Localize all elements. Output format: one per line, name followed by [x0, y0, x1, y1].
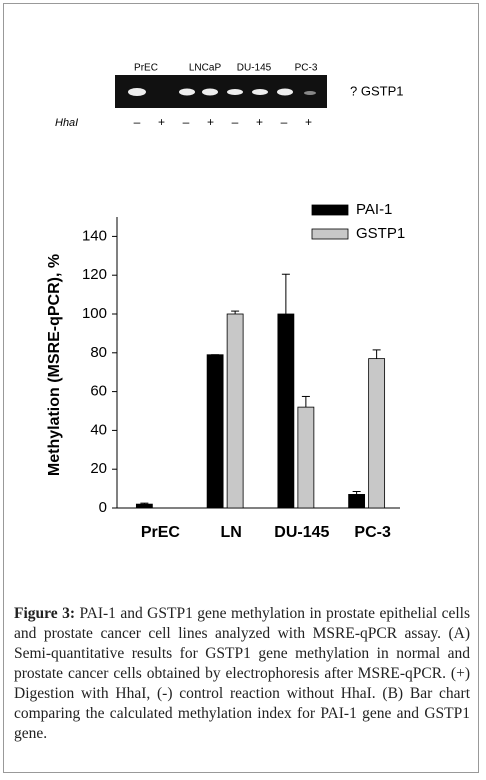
x-tick-label: LN: [220, 524, 241, 541]
bar: [368, 358, 386, 509]
digestion-sign: –: [232, 115, 239, 129]
digestion-sign: +: [305, 115, 312, 129]
digestion-sign: –: [183, 115, 190, 129]
y-tick-label: 40: [90, 421, 107, 438]
lane-label: DU-145: [237, 63, 272, 74]
digestion-sign: +: [158, 115, 165, 129]
bar: [135, 503, 153, 509]
y-tick-label: 60: [90, 383, 107, 400]
y-tick-label: 20: [90, 460, 107, 477]
x-tick-label: DU-145: [274, 524, 329, 541]
y-tick-label: 80: [90, 344, 107, 361]
y-tick-label: 120: [82, 266, 107, 283]
y-tick-label: 140: [82, 227, 107, 244]
gel-bands: [128, 88, 316, 96]
gene-label: ? GSTP1: [350, 83, 403, 98]
lane-label: LNCaP: [189, 63, 222, 74]
x-tick-label: PC-3: [354, 524, 391, 541]
x-tick-label: PrEC: [141, 524, 181, 541]
digestion-sign: +: [207, 115, 214, 129]
digestion-sign: –: [134, 115, 141, 129]
lane-label: PrEC: [134, 63, 158, 74]
digestion-sign: +: [256, 115, 263, 129]
caption-label: Figure 3:: [14, 605, 75, 622]
bar: [277, 313, 295, 509]
y-tick-label: 100: [82, 305, 107, 322]
legend-swatch: [311, 204, 349, 216]
caption: Figure 3: PAI-1 and GSTP1 gene methylati…: [14, 604, 470, 744]
y-tick-label: 0: [99, 499, 107, 516]
bar: [348, 494, 366, 509]
y-axis-label: Methylation (MSRE-qPCR), %: [46, 254, 63, 476]
bar: [226, 313, 244, 509]
legend-label: PAI-1: [356, 201, 392, 218]
bar: [297, 406, 315, 509]
digestion-sign: –: [281, 115, 288, 129]
enzyme-label: HhaI: [55, 117, 78, 129]
legend-swatch: [311, 228, 349, 240]
legend-label: GSTP1: [356, 225, 405, 242]
gel-image: [115, 75, 327, 108]
figure: ? GSTP1 HhaI Methylation (MSRE-qPCR), % …: [46, 63, 405, 542]
figure-frame: [3, 3, 479, 773]
lane-label: PC-3: [295, 63, 318, 74]
caption-text: PAI-1 and GSTP1 gene methylation in pros…: [14, 605, 470, 742]
bar: [206, 354, 224, 509]
